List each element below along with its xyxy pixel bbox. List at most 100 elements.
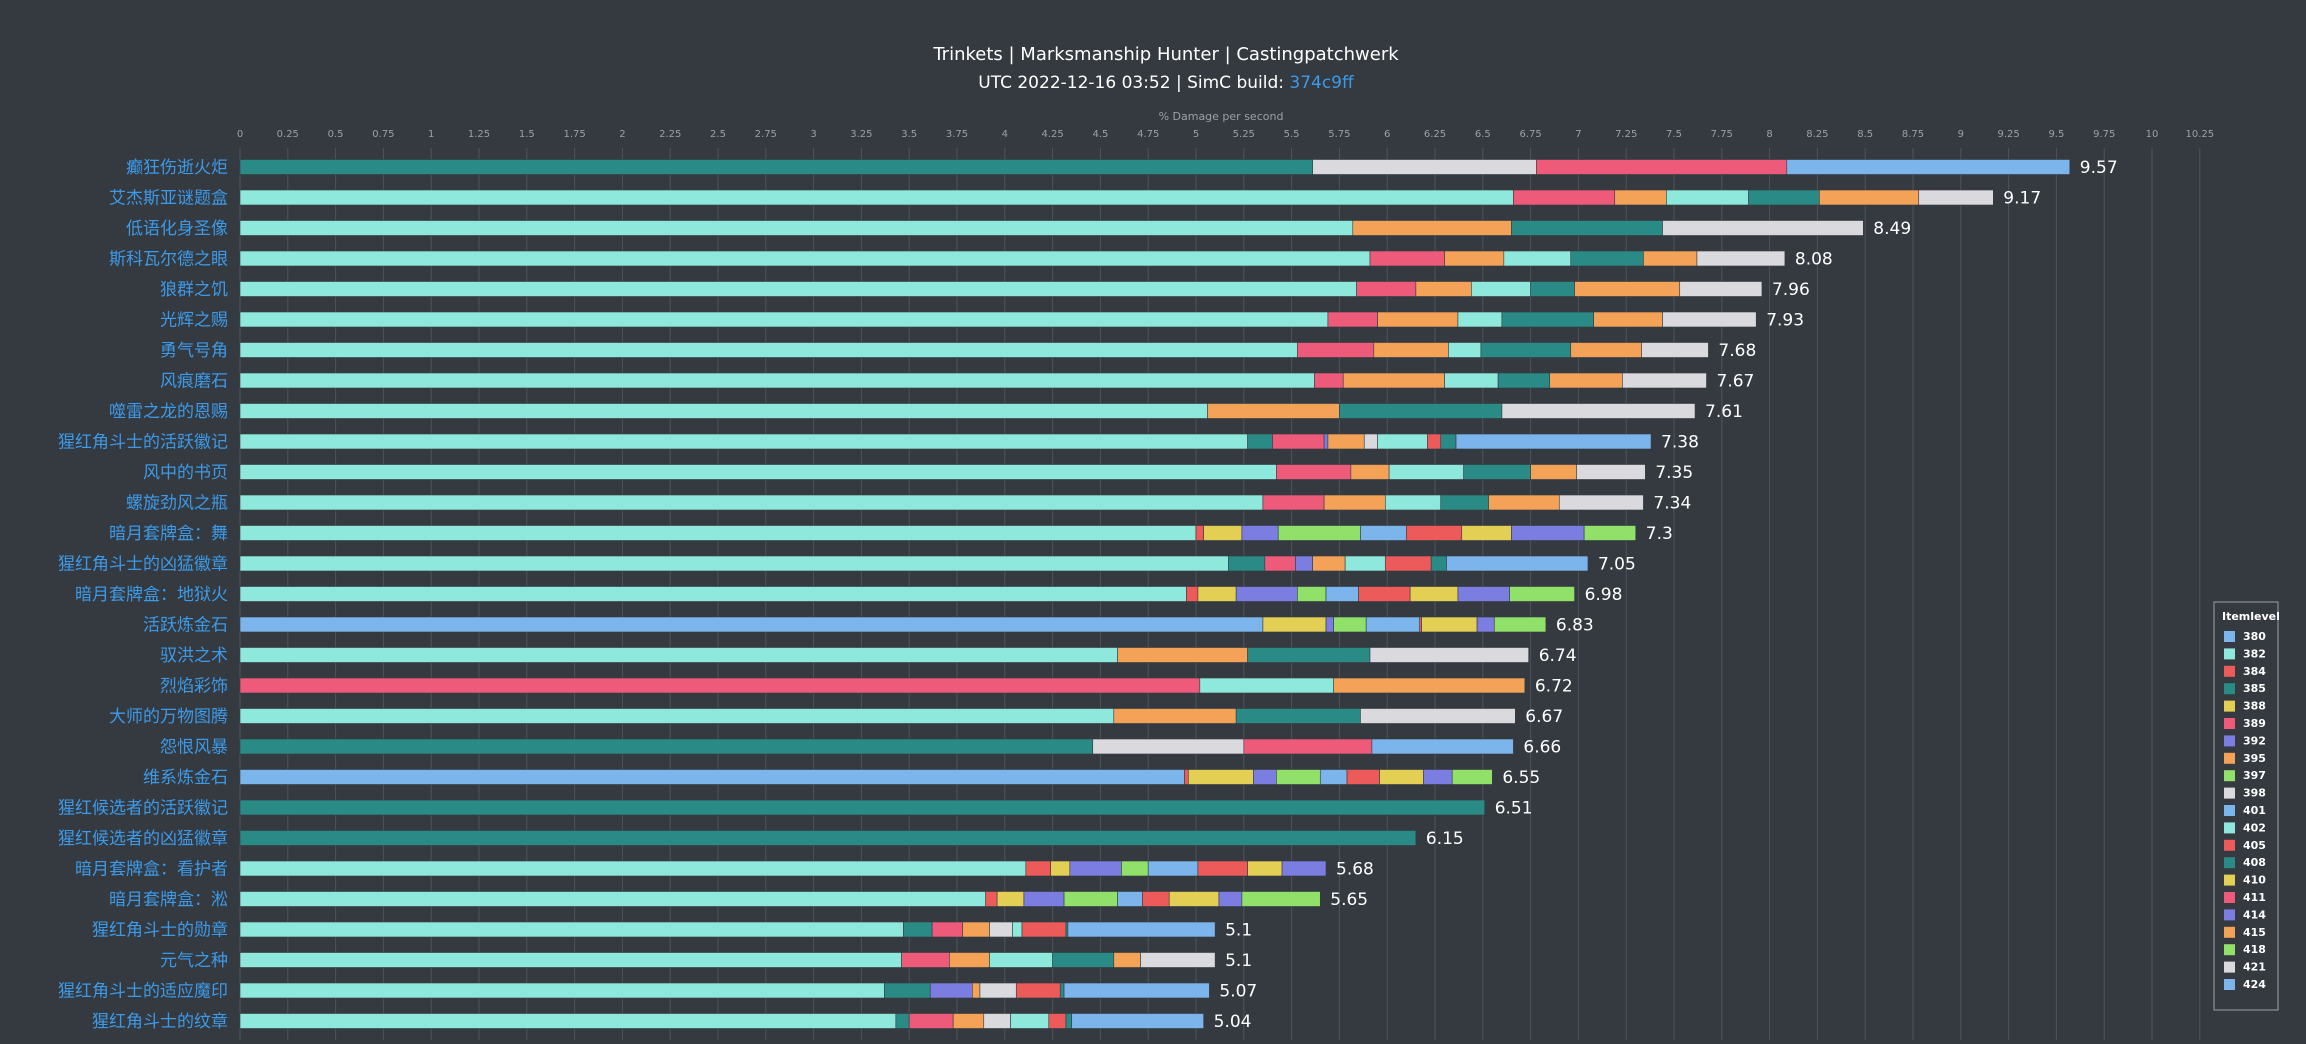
legend-item-label[interactable]: 402 xyxy=(2243,821,2266,834)
bar-segment[interactable] xyxy=(985,891,998,907)
bar-segment[interactable] xyxy=(239,311,1329,328)
bar-segment[interactable] xyxy=(1819,189,1920,206)
y-category-label[interactable]: 猩红角斗士的纹章 xyxy=(92,1012,228,1032)
y-category-label[interactable]: 驭洪之术 xyxy=(160,646,228,666)
legend-item-label[interactable]: 411 xyxy=(2243,891,2266,904)
bar-segment[interactable] xyxy=(1576,464,1646,480)
bar-segment[interactable] xyxy=(1369,647,1529,663)
bar-segment[interactable] xyxy=(1448,342,1482,358)
legend-swatch[interactable] xyxy=(2224,718,2235,729)
y-category-label[interactable]: 低语化身圣像 xyxy=(126,219,228,239)
bar-segment[interactable] xyxy=(1052,952,1115,968)
legend-item-label[interactable]: 408 xyxy=(2243,856,2266,869)
bar-segment[interactable] xyxy=(1356,281,1417,297)
y-category-label[interactable]: 维系炼金石 xyxy=(143,768,228,788)
bar-segment[interactable] xyxy=(901,952,950,968)
bar-segment[interactable] xyxy=(1666,189,1749,206)
bar-segment[interactable] xyxy=(1184,769,1189,785)
legend-item-label[interactable]: 382 xyxy=(2243,647,2266,660)
bar-segment[interactable] xyxy=(1168,891,1220,907)
legend-swatch[interactable] xyxy=(2224,770,2235,782)
y-category-label[interactable]: 癫狂伤逝火炬 xyxy=(126,158,228,178)
bar-segment[interactable] xyxy=(239,769,1185,785)
bar-segment[interactable] xyxy=(1384,494,1442,511)
bar-segment[interactable] xyxy=(239,586,1187,602)
bar-segment[interactable] xyxy=(1379,769,1424,785)
bar-segment[interactable] xyxy=(1050,860,1071,877)
bar-segment[interactable] xyxy=(1455,433,1652,450)
bar-segment[interactable] xyxy=(1015,982,1061,999)
bar-segment[interactable] xyxy=(239,220,1354,236)
bar-segment[interactable] xyxy=(1748,189,1820,206)
legend-item-label[interactable]: 385 xyxy=(2243,682,2266,695)
bar-segment[interactable] xyxy=(239,952,902,968)
bar-segment[interactable] xyxy=(1325,586,1359,602)
bar-segment[interactable] xyxy=(1501,403,1696,419)
legend-item-label[interactable]: 421 xyxy=(2243,961,2266,974)
bar-segment[interactable] xyxy=(1021,921,1067,938)
bar-segment[interactable] xyxy=(1352,220,1512,236)
legend-item-label[interactable]: 389 xyxy=(2243,717,2266,730)
bar-segment[interactable] xyxy=(1786,159,2071,175)
bar-segment[interactable] xyxy=(1218,891,1243,907)
legend-swatch[interactable] xyxy=(2224,979,2235,990)
y-category-label[interactable]: 猩红角斗士的适应魔印 xyxy=(58,982,228,1002)
bar-segment[interactable] xyxy=(1272,433,1325,450)
legend-item-label[interactable]: 401 xyxy=(2243,804,2266,817)
legend-item-label[interactable]: 414 xyxy=(2243,908,2266,921)
legend-swatch[interactable] xyxy=(2224,700,2235,712)
bar-segment[interactable] xyxy=(239,525,1197,541)
bar-segment[interactable] xyxy=(1067,921,1216,938)
bar-segment[interactable] xyxy=(1463,464,1531,480)
bar-segment[interactable] xyxy=(1360,525,1407,541)
legend-swatch[interactable] xyxy=(2224,892,2235,903)
legend-swatch[interactable] xyxy=(2224,839,2235,851)
bar-segment[interactable] xyxy=(1241,891,1321,907)
bar-segment[interactable] xyxy=(1451,769,1493,785)
bar-segment[interactable] xyxy=(1025,860,1051,877)
bar-segment[interactable] xyxy=(1186,586,1199,602)
y-category-label[interactable]: 猩红候选者的凶猛徽章 xyxy=(58,829,228,849)
bar-segment[interactable] xyxy=(1371,738,1514,755)
bar-segment[interactable] xyxy=(1247,860,1283,877)
bar-segment[interactable] xyxy=(1069,860,1122,877)
bar-segment[interactable] xyxy=(1333,677,1526,694)
legend-item-label[interactable]: 418 xyxy=(2243,943,2266,956)
bar-segment[interactable] xyxy=(1918,189,1994,206)
bar-segment[interactable] xyxy=(1195,525,1204,541)
bar-segment[interactable] xyxy=(1497,372,1551,389)
bar-segment[interactable] xyxy=(895,1013,910,1029)
bar-segment[interactable] xyxy=(1012,921,1023,938)
bar-segment[interactable] xyxy=(1558,494,1644,511)
bar-segment[interactable] xyxy=(1444,250,1505,267)
legend-item-label[interactable]: 397 xyxy=(2243,769,2266,782)
bar-segment[interactable] xyxy=(1430,555,1447,572)
bar-segment[interactable] xyxy=(1065,1013,1073,1029)
bar-segment[interactable] xyxy=(1113,952,1141,968)
bar-segment[interactable] xyxy=(884,982,931,999)
bar-segment[interactable] xyxy=(1199,677,1334,694)
legend-swatch[interactable] xyxy=(2224,857,2235,869)
bar-segment[interactable] xyxy=(1384,555,1432,572)
bar-segment[interactable] xyxy=(962,921,990,938)
bar-segment[interactable] xyxy=(1511,525,1585,541)
bar-segment[interactable] xyxy=(1327,311,1378,328)
legend-item-label[interactable]: 380 xyxy=(2243,630,2266,643)
bar-segment[interactable] xyxy=(1358,586,1411,602)
bar-segment[interactable] xyxy=(1583,525,1637,541)
bar-segment[interactable] xyxy=(1530,281,1575,297)
legend-swatch[interactable] xyxy=(2224,822,2235,834)
bar-segment[interactable] xyxy=(1614,189,1667,206)
bar-segment[interactable] xyxy=(239,830,1417,846)
bar-segment[interactable] xyxy=(1023,891,1065,907)
y-category-label[interactable]: 斯科瓦尔德之眼 xyxy=(109,250,228,270)
legend-swatch[interactable] xyxy=(2224,735,2235,747)
bar-segment[interactable] xyxy=(1536,159,1788,175)
bar-segment[interactable] xyxy=(1480,342,1572,358)
bar-segment[interactable] xyxy=(1457,311,1503,328)
legend-swatch[interactable] xyxy=(2224,752,2235,764)
legend-item-label[interactable]: 395 xyxy=(2243,752,2266,765)
bar-segment[interactable] xyxy=(1243,738,1373,755)
y-category-label[interactable]: 怨恨风暴 xyxy=(160,738,228,758)
bar-segment[interactable] xyxy=(1247,433,1273,450)
